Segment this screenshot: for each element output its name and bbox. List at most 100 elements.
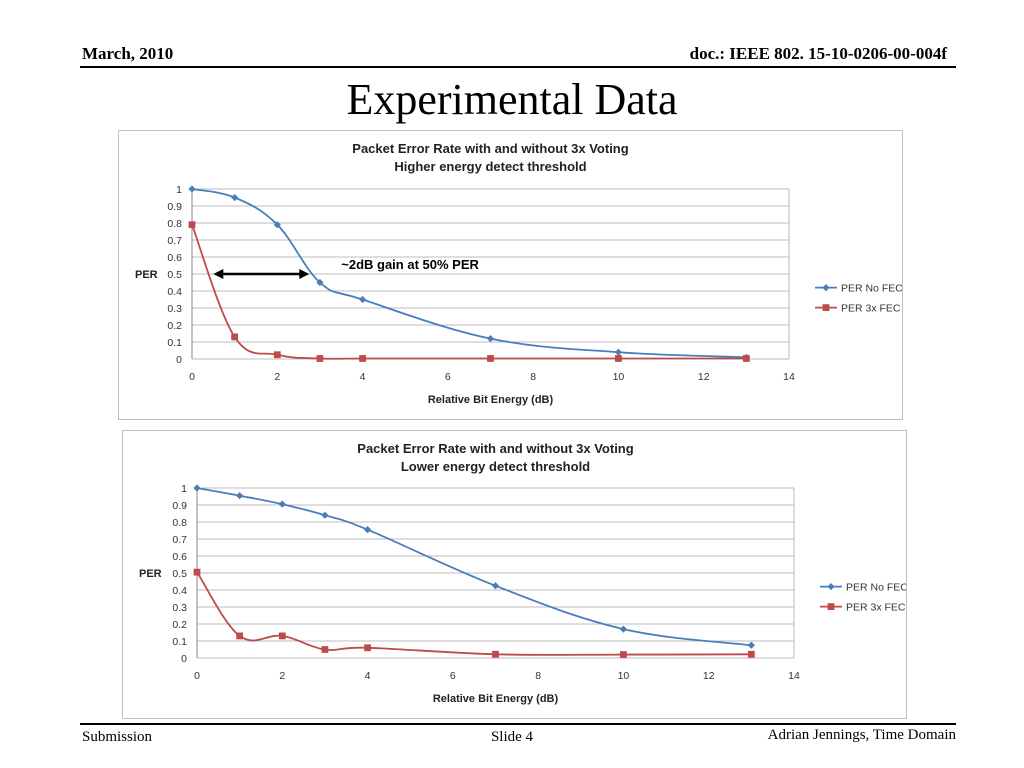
y-tick-label: 0.3 [167,303,182,315]
y-tick-label: 0.4 [167,286,182,298]
x-tick-label: 10 [618,670,630,682]
data-point-no-fec [231,193,239,202]
chart-lower-threshold: Packet Error Rate with and without 3x Vo… [122,430,907,719]
header-rule [80,66,956,68]
data-point-no-fec [193,484,201,492]
data-point-fec [321,646,329,653]
data-point-fec [615,355,622,362]
legend-marker [822,304,830,311]
data-point-fec [487,355,494,362]
data-point-no-fec [236,492,244,500]
x-tick-label: 2 [279,670,285,682]
data-point-no-fec [273,221,281,229]
slide-title: Experimental Data [346,75,678,124]
data-point-fec [316,355,324,362]
legend-label: PER No FEC [846,582,906,594]
data-point-fec [193,568,201,576]
x-tick-label: 0 [194,670,200,682]
chart-2-svg: Packet Error Rate with and without 3x Vo… [139,441,906,705]
chart-title: Packet Error Rate with and without 3x Vo… [357,441,633,456]
x-tick-label: 2 [274,371,280,383]
y-tick-label: 0.7 [172,534,187,546]
header-date: March, 2010 [82,44,174,63]
y-tick-label: 0.8 [172,517,187,529]
series-line-fec [196,571,752,656]
footer-slide-number: Slide 4 [490,729,534,745]
data-point-fec [278,632,286,640]
data-point-fec [236,632,244,640]
data-point-fec [231,333,239,341]
y-tick-label: 0.1 [167,337,182,349]
y-tick-label: 0.9 [167,201,182,213]
y-tick-label: 0 [176,354,182,366]
legend-marker [822,284,830,292]
x-tick-label: 4 [360,371,366,383]
x-tick-label: 14 [788,670,800,682]
x-tick-label: 12 [703,670,715,682]
data-point-no-fec [619,625,628,633]
chart-subtitle: Higher energy detect threshold [394,159,586,174]
data-point-no-fec [614,348,623,356]
y-tick-label: 0.7 [167,235,182,247]
gain-arrow-head-right [299,269,310,279]
y-tick-label: 0.2 [167,320,182,332]
data-point-fec [188,221,196,229]
series-line-no-fec [196,487,752,647]
y-tick-label: 0 [181,653,187,665]
y-tick-label: 0.2 [172,619,187,631]
chart-1-svg: Packet Error Rate with and without 3x Vo… [135,141,902,406]
x-tick-label: 8 [530,371,536,383]
y-tick-label: 0.6 [167,252,182,264]
x-tick-label: 6 [450,670,456,682]
footer-author: Adrian Jennings, Time Domain [767,727,956,743]
data-point-no-fec [188,185,196,193]
x-axis-title: Relative Bit Energy (dB) [428,394,554,406]
y-tick-label: 0.5 [172,568,187,580]
data-point-fec [742,355,750,362]
data-point-no-fec [491,582,500,590]
y-tick-label: 0.6 [172,551,187,563]
chart-subtitle: Lower energy detect threshold [401,459,590,474]
data-point-fec [364,644,371,652]
data-point-fec [273,351,281,359]
data-point-no-fec [747,641,755,649]
y-tick-label: 0.1 [172,636,187,648]
x-axis-title: Relative Bit Energy (dB) [433,693,559,705]
data-point-no-fec [486,335,495,343]
y-tick-label: 0.3 [172,602,187,614]
legend-label: PER 3x FEC [841,303,901,315]
footer-submission: Submission [82,729,153,745]
gain-annotation-label: ~2dB gain at 50% PER [341,257,479,272]
x-tick-label: 8 [535,670,541,682]
legend-marker [827,603,835,610]
legend-label: PER 3x FEC [846,602,906,614]
data-point-no-fec [316,278,324,287]
series-line-fec [191,224,747,360]
x-tick-label: 12 [698,371,710,383]
y-axis-title: PER [135,269,158,281]
y-tick-label: 0.9 [172,500,187,512]
x-tick-label: 4 [365,670,371,682]
data-point-fec [620,651,627,658]
y-tick-label: 0.4 [172,585,187,597]
chart-higher-threshold: Packet Error Rate with and without 3x Vo… [118,130,903,420]
data-point-fec [359,355,366,362]
data-point-no-fec [358,295,367,304]
x-tick-label: 14 [783,371,795,383]
gain-arrow-head-left [213,269,224,279]
y-tick-label: 0.5 [167,269,182,281]
data-point-no-fec [363,526,372,534]
legend-label: PER No FEC [841,283,902,295]
x-tick-label: 10 [613,371,625,383]
y-tick-label: 1 [181,483,187,495]
data-point-fec [492,650,499,658]
y-tick-label: 1 [176,184,182,196]
footer-rule [80,723,956,725]
y-tick-label: 0.8 [167,218,182,230]
data-point-no-fec [278,500,286,508]
x-tick-label: 6 [445,371,451,383]
header-doc-id: doc.: IEEE 802. 15-10-0206-00-004f [689,44,947,63]
data-point-fec [747,650,755,658]
chart-title: Packet Error Rate with and without 3x Vo… [352,141,628,156]
data-point-no-fec [321,511,329,519]
